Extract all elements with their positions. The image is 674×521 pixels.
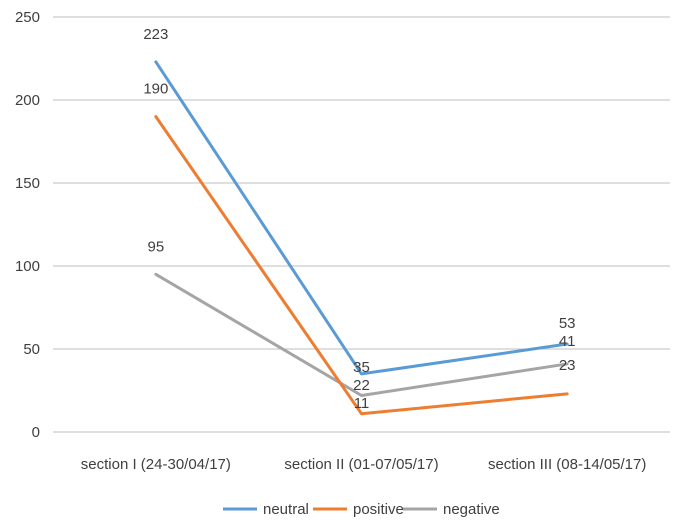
- x-axis-tick-labels: section I (24-30/04/17) section II (01-07…: [81, 456, 647, 473]
- x-tick-label-1: section I (24-30/04/17): [81, 456, 231, 473]
- gridlines: [53, 16, 670, 433]
- y-tick-label-0: 0: [32, 424, 40, 441]
- legend-label-positive: positive: [353, 501, 404, 518]
- data-label-negative-3: 41: [559, 333, 576, 350]
- data-label-positive-1: 190: [143, 81, 168, 98]
- y-tick-label-100: 100: [15, 258, 40, 275]
- series-lines: [154, 60, 569, 416]
- y-tick-label-150: 150: [15, 175, 40, 192]
- data-label-neutral-2: 35: [353, 359, 370, 376]
- data-label-positive-2: 11: [354, 395, 370, 412]
- x-tick-label-2: section II (01-07/05/17): [284, 456, 438, 473]
- x-tick-label-3: section III (08-14/05/17): [488, 456, 646, 473]
- legend-label-negative: negative: [443, 501, 500, 518]
- y-tick-label-50: 50: [23, 341, 40, 358]
- series-line-positive: [154, 115, 569, 416]
- legend: neutral positive negative: [223, 501, 500, 518]
- data-label-negative-1: 95: [147, 238, 164, 255]
- data-label-neutral-1: 223: [143, 26, 168, 43]
- data-label-negative-2: 22: [353, 377, 370, 394]
- data-labels: 223 35 53 190 11 23 95 22 41: [143, 26, 575, 412]
- data-label-positive-3: 23: [559, 357, 576, 374]
- series-line-negative: [154, 272, 569, 397]
- data-label-neutral-3: 53: [559, 315, 576, 332]
- y-tick-label-250: 250: [15, 9, 40, 26]
- y-tick-label-200: 200: [15, 92, 40, 109]
- series-line-neutral: [154, 60, 569, 376]
- y-axis-tick-labels: 0 50 100 150 200 250: [15, 9, 40, 441]
- legend-label-neutral: neutral: [263, 501, 309, 518]
